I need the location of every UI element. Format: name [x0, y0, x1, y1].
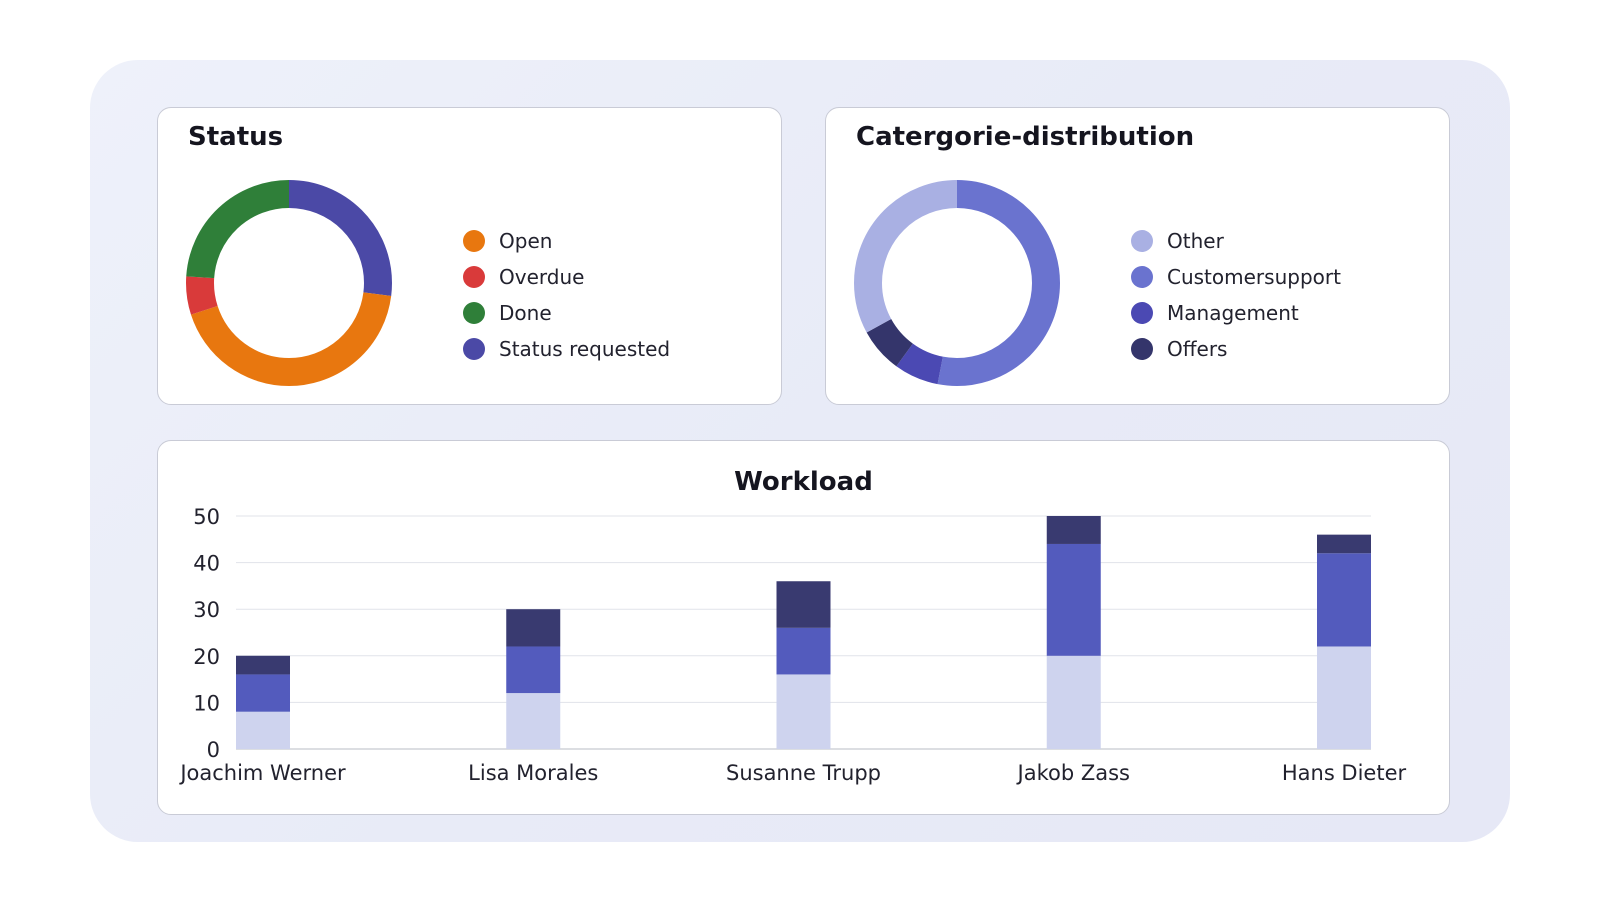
legend-dot-icon: [1131, 230, 1153, 252]
status-legend-item: Open: [463, 223, 670, 259]
donut-slice-status-requested: [186, 180, 392, 386]
workload-card: Workload 0 10 20 30 40 50 Joachim Werner Lisa M…: [157, 440, 1450, 815]
x-tick-label: Lisa Morales: [468, 761, 598, 785]
bar-segment: [776, 627, 831, 675]
status-title: Status: [188, 122, 284, 152]
status-legend-item: Status requested: [463, 331, 670, 367]
legend-dot-icon: [463, 230, 485, 252]
bar-segment: [1317, 534, 1371, 554]
donut-slice-overdue: [186, 180, 392, 386]
workload-title: Workload: [734, 467, 873, 497]
y-tick-label: 50: [193, 505, 220, 529]
status-donut-chart: [186, 180, 392, 386]
x-tick-label: Jakob Zass: [1016, 761, 1130, 785]
y-tick-label: 20: [193, 645, 220, 669]
legend-label: Other: [1167, 229, 1224, 253]
status-legend-item: Overdue: [463, 259, 670, 295]
status-card: Status Open Overdue Done Status requested: [157, 107, 782, 405]
donut-slice-other: [854, 180, 1060, 386]
legend-label: Open: [499, 229, 553, 253]
y-tick-label: 10: [193, 691, 220, 715]
legend-label: Done: [499, 301, 552, 325]
legend-dot-icon: [1131, 302, 1153, 324]
legend-dot-icon: [1131, 266, 1153, 288]
bar-segment: [506, 693, 561, 749]
x-tick-label: Joachim Werner: [178, 761, 346, 785]
x-tick-label: Hans Dieter: [1282, 761, 1407, 785]
bar-segment: [776, 581, 831, 628]
legend-dot-icon: [463, 302, 485, 324]
category-legend: Other Customersupport Management Offers: [1131, 223, 1341, 367]
category-donut-chart: [854, 180, 1060, 386]
workload-bar-chart: 0 10 20 30 40 50 Joachim Werner Lisa Morales Sus…: [178, 505, 1407, 785]
bar-segment: [506, 609, 561, 647]
y-tick-label: 30: [193, 598, 220, 622]
bar-segment: [1046, 543, 1101, 656]
legend-label: Customersupport: [1167, 265, 1341, 289]
bar-segment: [1046, 655, 1101, 749]
category-legend-item: Other: [1131, 223, 1341, 259]
category-card: Catergorie-distribution Other Customersup…: [825, 107, 1450, 405]
bar-segment: [776, 674, 831, 749]
status-legend-item: Done: [463, 295, 670, 331]
legend-label: Overdue: [499, 265, 585, 289]
legend-dot-icon: [463, 338, 485, 360]
legend-dot-icon: [463, 266, 485, 288]
status-legend: Open Overdue Done Status requested: [463, 223, 670, 367]
y-tick-label: 40: [193, 552, 220, 576]
bar-segment: [1317, 553, 1371, 647]
x-tick-label: Susanne Trupp: [726, 761, 881, 785]
bar-segment: [236, 711, 290, 749]
category-legend-item: Offers: [1131, 331, 1341, 367]
bar-segment: [236, 674, 290, 712]
category-legend-item: Customersupport: [1131, 259, 1341, 295]
y-tick-label: 0: [207, 738, 220, 762]
donut-slice-open: [186, 180, 392, 386]
category-legend-item: Management: [1131, 295, 1341, 331]
bar-segment: [1046, 516, 1101, 544]
legend-label: Offers: [1167, 337, 1228, 361]
legend-label: Management: [1167, 301, 1299, 325]
category-title: Catergorie-distribution: [856, 122, 1195, 152]
legend-label: Status requested: [499, 337, 671, 361]
bar-segment: [506, 646, 561, 694]
bar-segment: [1317, 646, 1371, 749]
bar-segment: [236, 655, 290, 675]
legend-dot-icon: [1131, 338, 1153, 360]
